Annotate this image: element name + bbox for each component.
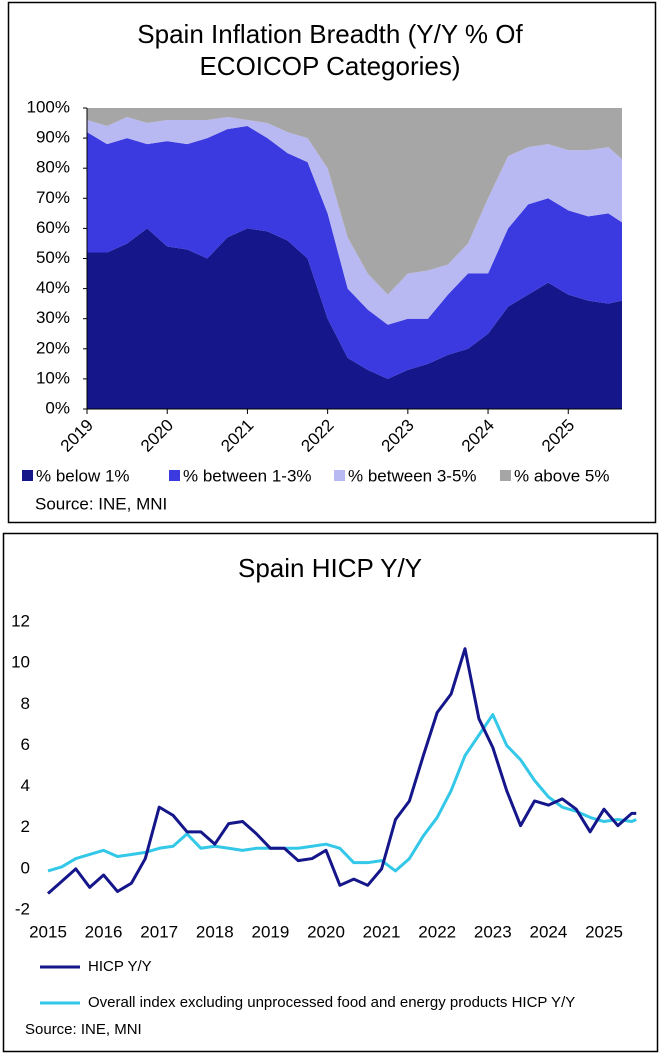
y-tick-label: -2	[15, 899, 30, 918]
y-tick-label: 6	[21, 735, 30, 754]
y-tick-label: 0%	[45, 398, 70, 417]
x-tick-label: 2020	[307, 922, 345, 941]
chart-title: Spain Inflation Breadth (Y/Y % Of ECOICO…	[137, 19, 523, 81]
legend-label: Overall index excluding unprocessed food…	[88, 994, 575, 1011]
y-tick-label: 50%	[36, 248, 70, 267]
x-tick-label: 2024	[458, 416, 498, 456]
y-tick-label: 70%	[36, 188, 70, 207]
x-tick-label: 2018	[196, 922, 234, 941]
x-tick-label: 2022	[418, 922, 456, 941]
legend-swatch	[169, 470, 180, 481]
area	[87, 108, 622, 295]
x-tick-label: 2015	[29, 922, 67, 941]
legend-label: % above 5%	[514, 466, 609, 485]
legend-swatch	[22, 470, 33, 481]
x-tick-label: 2019	[251, 922, 289, 941]
y-tick-label: 0	[21, 858, 30, 877]
legend-label: % between 3-5%	[348, 466, 477, 485]
source: Source: INE, MNI	[35, 494, 167, 513]
x-tick-label: 2021	[363, 922, 401, 941]
area	[87, 228, 622, 409]
y-tick-label: 8	[21, 694, 30, 713]
x-tick-label: 2020	[137, 416, 177, 456]
x-tick-label: 2017	[140, 922, 178, 941]
x-tick-label: 2024	[529, 922, 567, 941]
panel-border	[2, 532, 659, 1053]
area	[87, 126, 622, 379]
y-tick-label: 10	[11, 653, 30, 672]
line	[47, 713, 637, 873]
y-tick-label: 10%	[36, 368, 70, 387]
y-tick-label: 40%	[36, 278, 70, 297]
area	[87, 117, 622, 325]
y-tick-label: 2	[21, 817, 30, 836]
x-tick-label: 2021	[217, 416, 257, 456]
x-tick-label: 2025	[538, 416, 578, 456]
y-tick-label: 100%	[27, 97, 70, 116]
legend-swatch	[334, 470, 345, 481]
y-tick-label: 90%	[36, 128, 70, 147]
legend-label: % between 1-3%	[183, 466, 312, 485]
y-tick-label: 12	[11, 611, 30, 630]
y-tick-label: 60%	[36, 218, 70, 237]
y-tick-label: 30%	[36, 308, 70, 327]
x-tick-label: 2019	[57, 416, 97, 456]
legend-label: % below 1%	[36, 466, 130, 485]
chart-title: Spain HICP Y/Y	[237, 553, 423, 583]
legend-swatch	[500, 470, 511, 481]
source: Source: INE, MNI	[25, 1021, 142, 1038]
y-tick-label: 80%	[36, 158, 70, 177]
panel-border	[7, 1, 657, 524]
y-tick-label: 20%	[36, 338, 70, 357]
x-tick-label: 2023	[378, 416, 418, 456]
x-tick-label: 2022	[297, 416, 337, 456]
legend-label: HICP Y/Y	[88, 958, 152, 975]
x-tick-label: 2023	[474, 922, 512, 941]
x-tick-label: 2016	[85, 922, 123, 941]
y-tick-label: 4	[21, 776, 30, 795]
line	[47, 647, 637, 895]
x-tick-label: 2025	[585, 922, 623, 941]
